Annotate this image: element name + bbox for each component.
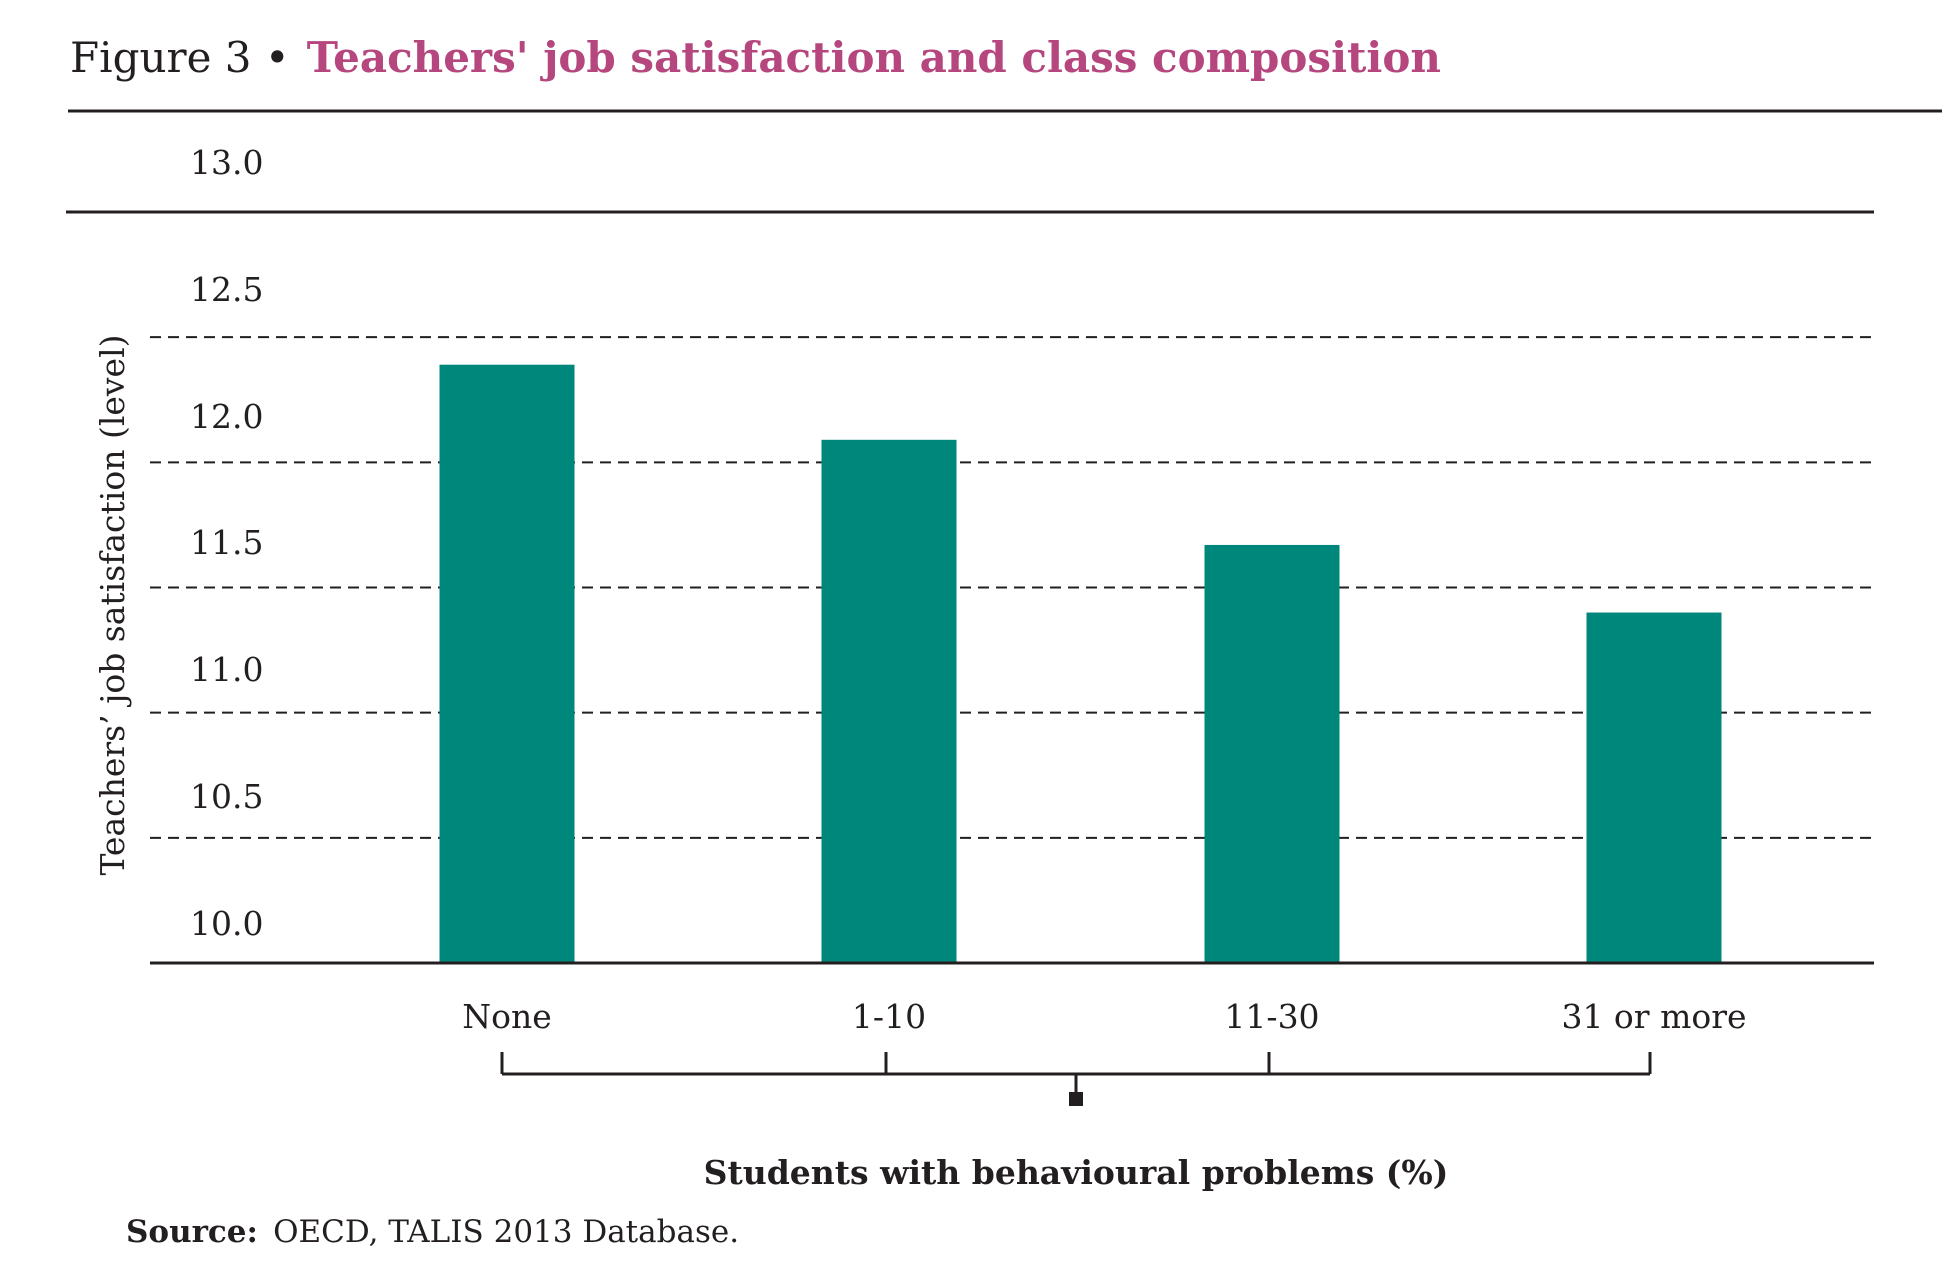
- source-label: Source:: [126, 1214, 258, 1250]
- y-tick-label: 12.0: [190, 397, 263, 436]
- x-tick-label: 1-10: [852, 997, 926, 1036]
- figure-title-main: Teachers' job satisfaction and class com…: [307, 33, 1441, 82]
- y-tick-labels: 10.0 10.5 11.0 11.5 12.0 12.5 13.0: [190, 143, 263, 943]
- bar: [439, 364, 575, 963]
- bracket-marker: [1069, 1092, 1083, 1106]
- source-note: Source: OECD, TALIS 2013 Database.: [126, 1214, 739, 1250]
- y-tick-label: 13.0: [190, 143, 263, 182]
- x-axis-label: Students with behavioural problems (%): [704, 1153, 1449, 1192]
- bars: [439, 364, 1722, 963]
- category-labels: None 1-10 11-30 31 or more: [462, 997, 1746, 1036]
- y-tick-label: 10.0: [190, 904, 263, 943]
- bar: [1586, 612, 1722, 963]
- y-tick-label: 11.5: [190, 523, 263, 562]
- figure-title: Figure 3 • Teachers' job satisfaction an…: [70, 33, 1441, 82]
- bar: [821, 439, 957, 963]
- category-bracket: [500, 1052, 1652, 1092]
- bar: [1204, 544, 1340, 963]
- x-tick-label: None: [462, 997, 552, 1036]
- figure-prefix: Figure 3 •: [70, 33, 290, 82]
- y-axis-label: Teachers’ job satisfaction (level): [93, 334, 132, 875]
- y-tick-label: 12.5: [190, 270, 263, 309]
- x-tick-label: 11-30: [1224, 997, 1319, 1036]
- y-tick-label: 11.0: [190, 650, 263, 689]
- source-text: OECD, TALIS 2013 Database.: [273, 1214, 739, 1250]
- y-tick-label: 10.5: [190, 777, 263, 816]
- x-tick-label: 31 or more: [1561, 997, 1746, 1036]
